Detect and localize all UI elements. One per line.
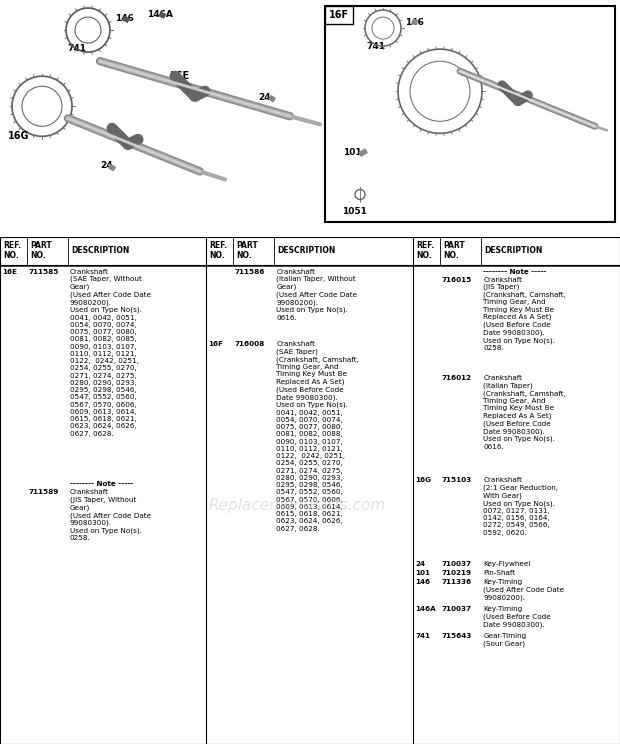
Text: -------- Note -----: -------- Note ----- [484, 269, 547, 275]
Text: -------- Note -----: -------- Note ----- [70, 481, 133, 487]
Text: 146: 146 [115, 14, 134, 23]
Text: 741: 741 [67, 44, 86, 53]
Polygon shape [159, 12, 166, 18]
Text: DESCRIPTION: DESCRIPTION [71, 246, 130, 255]
Text: 16E: 16E [2, 269, 17, 275]
Polygon shape [359, 149, 367, 156]
Text: Crankshaft
(Italian Taper, Without
Gear)
(Used After Code Date
99080200).
Used o: Crankshaft (Italian Taper, Without Gear)… [277, 269, 358, 321]
Text: 16G: 16G [8, 132, 30, 141]
Text: 146A: 146A [415, 606, 436, 612]
Text: DESCRIPTION: DESCRIPTION [484, 246, 542, 255]
Text: 146A: 146A [147, 10, 173, 19]
Text: 16E: 16E [170, 71, 190, 81]
Text: 710037: 710037 [442, 606, 472, 612]
Text: 710219: 710219 [442, 570, 472, 576]
Polygon shape [123, 16, 130, 22]
Text: PART
NO.: PART NO. [30, 241, 51, 260]
Text: Crankshaft
(SAE Taper, Without
Gear)
(Used After Code Date
99080200).
Used on Ty: Crankshaft (SAE Taper, Without Gear) (Us… [70, 269, 151, 437]
Text: 711585: 711585 [29, 269, 59, 275]
Text: REF.
NO.: REF. NO. [416, 241, 434, 260]
Text: Crankshaft
(JIS Taper, Without
Gear)
(Used After Code Date
99080300).
Used on Ty: Crankshaft (JIS Taper, Without Gear) (Us… [70, 490, 151, 542]
Text: 16F: 16F [208, 341, 223, 347]
Text: 711586: 711586 [235, 269, 265, 275]
Text: 716008: 716008 [235, 341, 265, 347]
Text: Crankshaft
(SAE Taper)
(Crankshaft, Camshaft,
Timing Gear, And
Timing Key Must B: Crankshaft (SAE Taper) (Crankshaft, Cams… [277, 341, 359, 532]
Text: 101: 101 [415, 570, 430, 576]
Text: Key-Timing
(Used Before Code
Date 99080300).: Key-Timing (Used Before Code Date 990803… [484, 606, 551, 628]
Text: 1051: 1051 [342, 207, 367, 216]
Text: Key-Timing
(Used After Code Date
99080200).: Key-Timing (Used After Code Date 9908020… [484, 579, 564, 600]
Bar [325, 6, 353, 24]
Text: 711589: 711589 [29, 490, 59, 496]
Text: PART
NO.: PART NO. [236, 241, 258, 260]
Polygon shape [412, 19, 417, 25]
Text: 146: 146 [415, 579, 430, 586]
Polygon shape [269, 95, 275, 102]
Text: REF.
NO.: REF. NO. [3, 241, 21, 260]
Text: 16F: 16F [329, 10, 349, 20]
Text: PART
NO.: PART NO. [443, 241, 464, 260]
Text: 715103: 715103 [442, 478, 472, 484]
Text: 146: 146 [405, 18, 424, 27]
Bar [325, 6, 615, 222]
Text: 24: 24 [258, 93, 270, 102]
Text: 741: 741 [366, 42, 385, 51]
Text: 16G: 16G [415, 478, 431, 484]
Text: 24: 24 [100, 161, 113, 170]
Text: DESCRIPTION: DESCRIPTION [277, 246, 335, 255]
Text: Crankshaft
(JIS Taper)
(Crankshaft, Camshaft,
Timing Gear, And
Timing Key Must B: Crankshaft (JIS Taper) (Crankshaft, Cams… [484, 277, 566, 350]
Text: 741: 741 [415, 633, 430, 639]
Text: 716015: 716015 [442, 277, 472, 283]
Polygon shape [109, 164, 115, 170]
Text: Crankshaft
(2:1 Gear Reduction,
With Gear)
Used on Type No(s).
0072, 0127, 0131,: Crankshaft (2:1 Gear Reduction, With Gea… [484, 478, 559, 536]
Text: Crankshaft
(Italian Taper)
(Crankshaft, Camshaft,
Timing Gear, And
Timing Key Mu: Crankshaft (Italian Taper) (Crankshaft, … [484, 376, 566, 449]
Text: 711336: 711336 [442, 579, 472, 586]
Text: Gear-Timing
(Sour Gear): Gear-Timing (Sour Gear) [484, 633, 526, 647]
Text: 24: 24 [415, 561, 425, 567]
Text: Pin-Shaft: Pin-Shaft [484, 570, 515, 576]
Text: Key-Flywheel: Key-Flywheel [484, 561, 531, 567]
Text: REF.
NO.: REF. NO. [209, 241, 227, 260]
Text: 101: 101 [343, 148, 361, 158]
Text: ReplacementParts.com: ReplacementParts.com [209, 498, 386, 513]
Text: 715643: 715643 [442, 633, 472, 639]
Text: 710037: 710037 [442, 561, 472, 567]
Text: 716012: 716012 [442, 376, 472, 382]
